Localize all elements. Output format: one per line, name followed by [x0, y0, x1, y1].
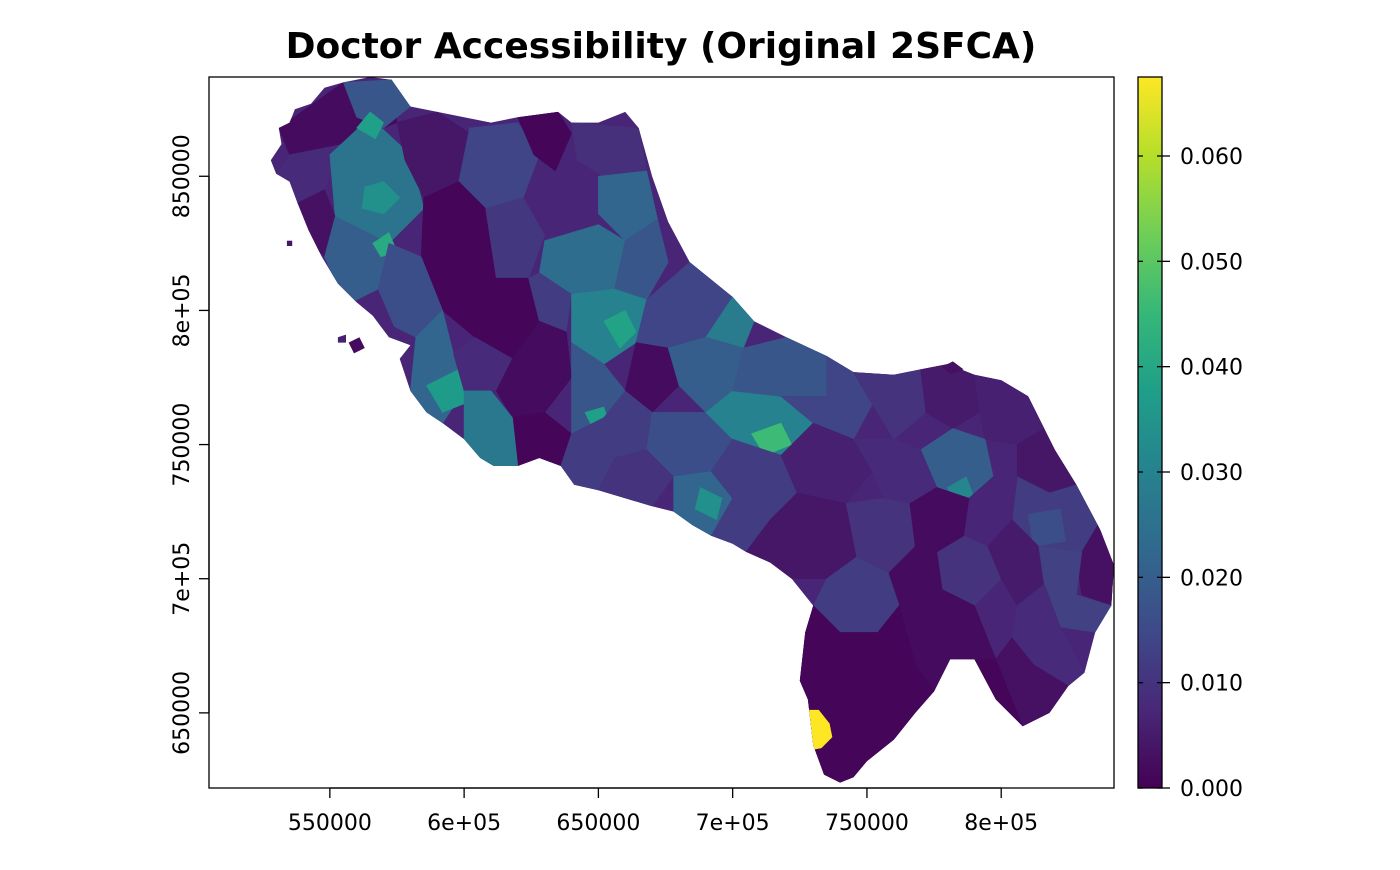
x-tick-label: 8e+05 [964, 811, 1038, 836]
y-tick-label: 7e+05 [170, 542, 195, 616]
y-tick-label: 850000 [170, 134, 195, 218]
accessibility-cell [603, 309, 637, 349]
legend-tick-label: 0.050 [1180, 250, 1243, 275]
map-title: Doctor Accessibility (Original 2SFCA) [286, 26, 1037, 67]
legend-tick-label: 0.000 [1180, 777, 1243, 802]
legend-colorbar [1138, 77, 1162, 788]
y-tick-label: 750000 [170, 403, 195, 487]
accessibility-cell [485, 197, 546, 279]
x-tick-label: 750000 [825, 811, 909, 836]
y-axis: 650000 7e+05 750000 8e+05 850000 [170, 134, 210, 755]
accessibility-cell [974, 374, 1045, 445]
accessibility-cell [342, 79, 411, 129]
legend-tick-label: 0.060 [1180, 145, 1243, 170]
legend-tick-label: 0.030 [1180, 461, 1243, 486]
color-legend: 0.000 0.010 0.020 0.030 0.040 0.050 0.060 [1137, 76, 1243, 802]
accessibility-cell [361, 181, 401, 215]
x-tick-label: 650000 [556, 811, 640, 836]
accessibility-cell [780, 355, 873, 440]
island-cell [286, 240, 293, 246]
legend-tick-label: 0.040 [1180, 356, 1243, 381]
y-tick-label: 8e+05 [170, 273, 195, 347]
island-cell [348, 337, 365, 354]
x-axis: 550000 6e+05 650000 7e+05 750000 8e+05 [288, 787, 1038, 836]
accessibility-cell [694, 487, 723, 521]
legend-frame [1137, 76, 1163, 789]
map-layer [270, 77, 1114, 783]
legend-tick-label: 0.010 [1180, 672, 1243, 697]
accessibility-cell [597, 449, 674, 507]
island-cell [942, 361, 964, 375]
x-tick-label: 550000 [288, 811, 372, 836]
accessibility-cell [1027, 508, 1067, 547]
accessibility-cell [1038, 546, 1112, 633]
accessibility-cell [356, 111, 384, 140]
legend-tick-label: 0.020 [1180, 566, 1243, 591]
y-tick-label: 650000 [170, 671, 195, 755]
accessibility-cells [275, 79, 1114, 783]
island-cell [337, 334, 346, 343]
x-tick-label: 7e+05 [696, 811, 770, 836]
legend-ticks: 0.000 0.010 0.020 0.030 0.040 0.050 0.060 [1138, 145, 1243, 802]
x-tick-label: 6e+05 [427, 811, 501, 836]
